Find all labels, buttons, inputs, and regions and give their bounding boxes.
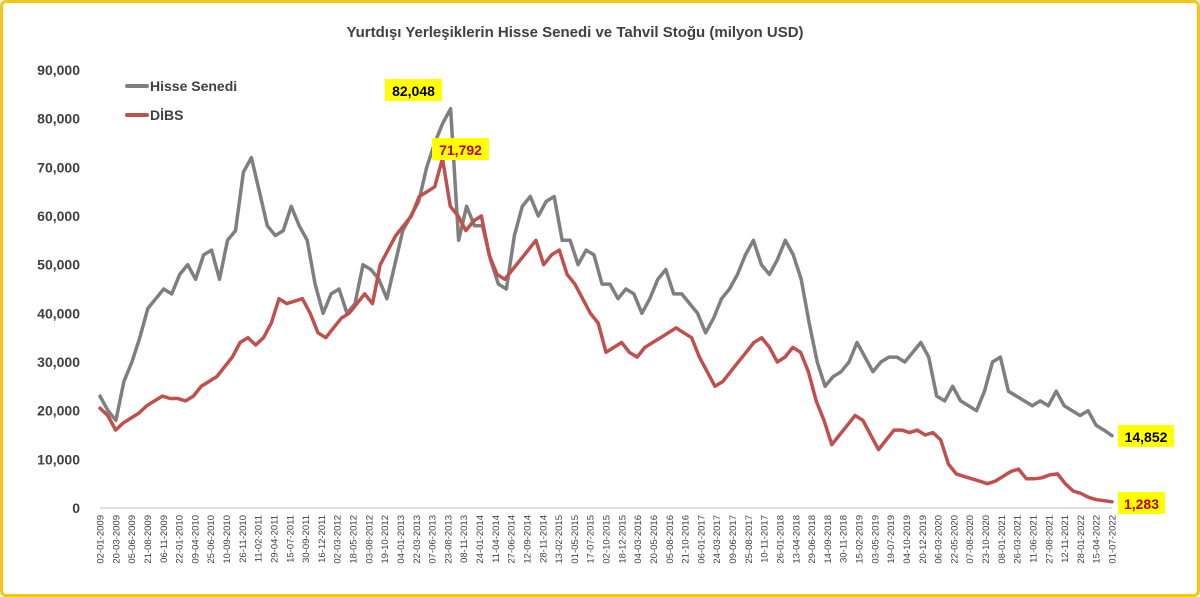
x-tick-label: 05-06-2009 [127,515,138,564]
x-tick-label: 27-06-2014 [507,515,518,564]
x-tick-label: 03-08-2012 [364,515,375,564]
x-tick-label: 08-11-2013 [459,515,470,563]
value-callouts: 82,048 71,792 14,852 1,283 [385,79,1174,514]
x-tick-label: 27-08-2021 [1044,515,1055,564]
x-tick-label: 04-10-2019 [902,515,913,564]
x-tick-label: 01-05-2015 [570,515,581,564]
x-tick-label: 05-08-2016 [665,515,676,564]
x-tick-label: 09-06-2017 [728,515,739,564]
x-tick-label: 13-02-2015 [554,515,565,564]
x-tick-label: 02-03-2012 [333,515,344,564]
x-tick-label: 22-01-2010 [175,515,186,564]
x-tick-label: 02-01-2009 [96,515,107,564]
callout-bg-dibs-max [432,138,489,160]
series-lines [98,106,1114,504]
x-tick-label: 22-03-2013 [412,515,423,564]
x-tick-label: 14-09-2018 [823,515,834,564]
x-tick-label: 23-08-2013 [443,515,454,564]
x-tick-label: 20-03-2009 [111,515,122,564]
y-tick-label: 20,000 [37,403,80,419]
y-tick-label: 60,000 [37,208,80,224]
y-tick-label: 40,000 [37,305,80,321]
x-tick-label: 28-01-2022 [1076,515,1087,564]
x-tick-label: 16-12-2011 [317,515,328,563]
x-tick-label: 06-01-2017 [696,515,707,564]
x-tick-label: 29-06-2018 [807,515,818,564]
chart-title: Yurtdışı Yerleşiklerin Hisse Senedi ve T… [346,24,803,41]
x-tick-label: 09-04-2010 [190,515,201,564]
callout-bg-dibs-last [1118,492,1165,514]
x-tick-label: 21-10-2016 [681,515,692,564]
x-tick-label: 10-09-2010 [222,515,233,564]
x-tick-label: 22-05-2020 [949,515,960,564]
x-tick-label: 04-03-2016 [633,515,644,564]
x-tick-label: 30-09-2011 [301,515,312,563]
x-tick-label: 18-05-2012 [349,515,360,564]
callout-bg-hisse-max [385,79,442,101]
x-tick-label: 08-01-2021 [997,515,1008,564]
y-tick-label: 30,000 [37,354,80,370]
x-tick-label: 24-03-2017 [712,515,723,564]
x-tick-label: 20-05-2016 [649,515,660,564]
x-tick-label: 07-06-2013 [428,515,439,564]
callout-hisse-last: 14,852 [1125,429,1168,445]
x-tick-label: 06-03-2020 [934,515,945,564]
x-tick-label: 12-09-2014 [522,515,533,564]
callout-hisse-max: 82,048 [392,83,435,99]
x-tick-label: 15-07-2011 [285,515,296,563]
y-tick-label: 70,000 [37,159,80,175]
x-tick-label: 13-04-2018 [791,515,802,564]
legend: Hisse Senedi DİBS [125,78,237,123]
x-tick-label: 01-07-2022 [1108,515,1119,564]
x-tick-label: 26-11-2010 [238,515,249,563]
callout-dibs-last: 1,283 [1124,496,1159,512]
x-tick-label: 11-04-2014 [491,515,502,563]
x-tick-label: 03-05-2019 [870,515,881,564]
x-tick-label: 26-03-2021 [1013,515,1024,564]
x-tick-label: 11-06-2021 [1028,515,1039,563]
x-tick-label: 30-11-2018 [839,515,850,563]
x-tick-label: 29-04-2011 [269,515,280,563]
x-axis-ticks: 02-01-2009 20-03-2009 05-06-2009 21-08-2009… [96,515,1119,564]
x-tick-label: 23-10-2020 [981,515,992,564]
x-tick-label: 18-12-2015 [617,515,628,564]
x-tick-label: 19-10-2012 [380,515,391,564]
x-tick-label: 20-12-2019 [918,515,929,564]
y-tick-label: 0 [72,500,80,516]
x-tick-label: 10-11-2017 [760,515,771,563]
x-tick-label: 04-01-2013 [396,515,407,564]
x-tick-label: 26-01-2018 [775,515,786,564]
x-tick-label: 07-08-2020 [965,515,976,564]
x-tick-label: 21-08-2009 [143,515,154,564]
series-line-hisse-senedi [98,106,1114,438]
y-tick-label: 50,000 [37,257,80,273]
legend-label-dibs: DİBS [150,107,183,123]
callout-dibs-max: 71,792 [439,142,482,158]
x-tick-label: 17-07-2015 [586,515,597,564]
x-tick-label: 24-01-2014 [475,515,486,564]
x-tick-label: 12-11-2021 [1060,515,1071,563]
callout-bg-hisse-last [1118,425,1174,447]
x-tick-label: 02-10-2015 [602,515,613,564]
y-tick-label: 90,000 [37,62,80,78]
series-line-dibs [98,156,1114,504]
y-tick-label: 10,000 [37,451,80,467]
x-tick-label: 25-08-2017 [744,515,755,564]
x-tick-label: 25-06-2010 [206,515,217,564]
x-tick-label: 06-11-2009 [159,515,170,563]
legend-label-hisse-senedi: Hisse Senedi [150,78,237,94]
x-tick-label: 15-04-2022 [1092,515,1103,564]
y-tick-label: 80,000 [37,111,80,127]
x-tick-label: 11-02-2011 [254,515,265,562]
x-tick-label: 28-11-2014 [538,515,549,563]
y-axis-ticks: 0 10,000 20,000 30,000 40,000 50,000 60,000 70,… [37,62,80,516]
x-tick-label: 15-02-2019 [855,515,866,564]
x-tick-label: 19-07-2019 [886,515,897,564]
